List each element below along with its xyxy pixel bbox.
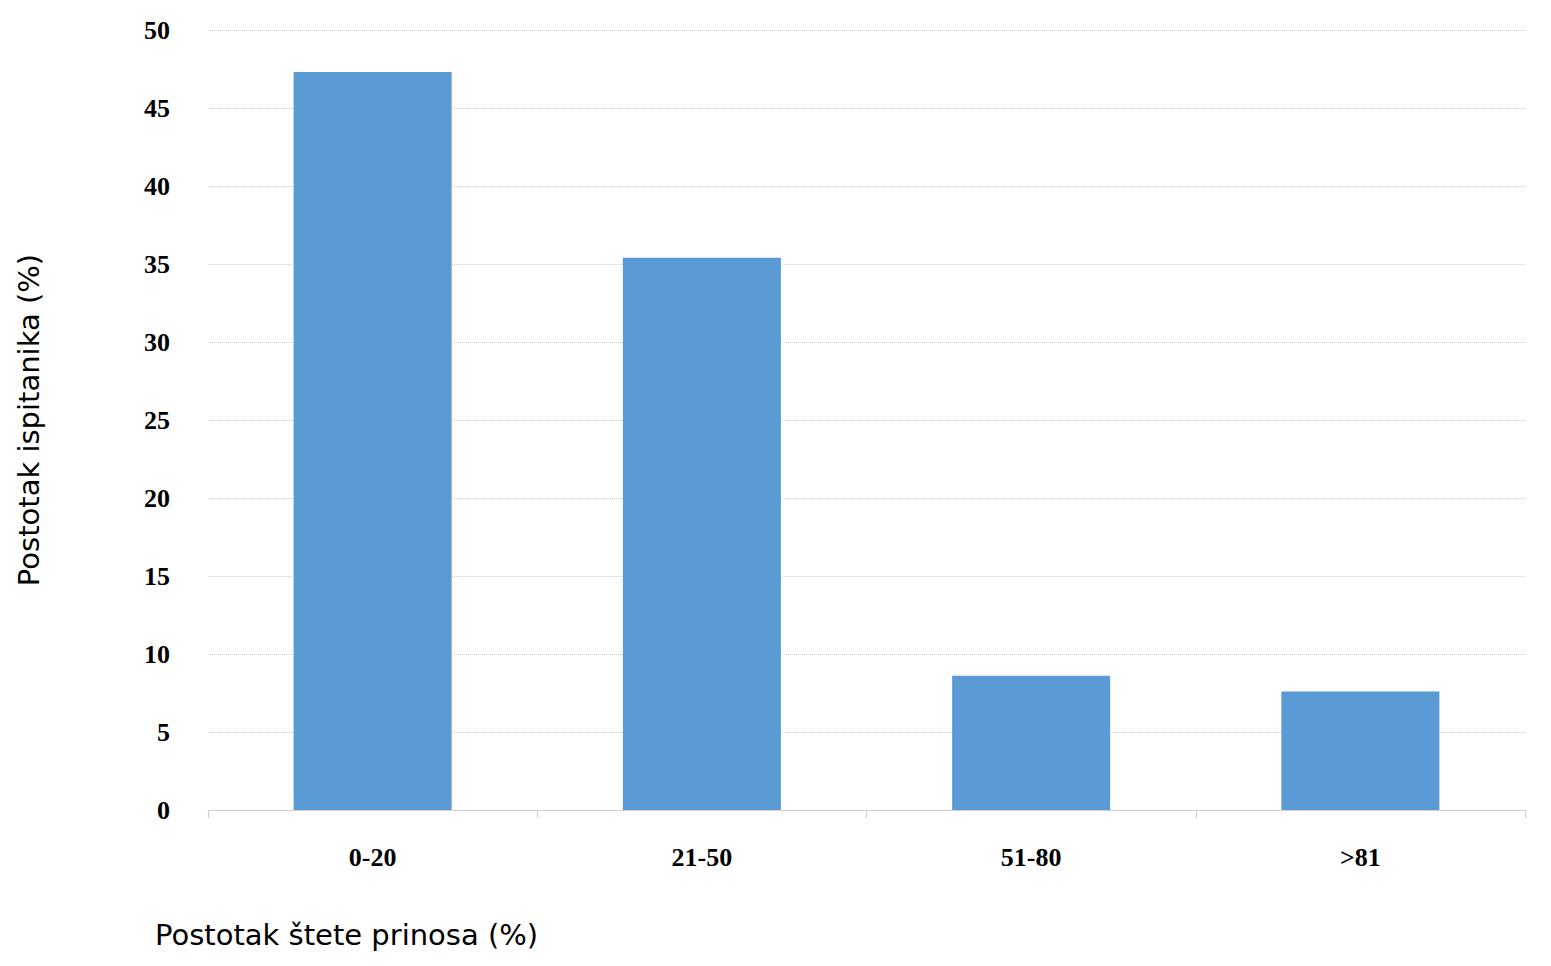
svg-text:30: 30 <box>144 328 170 357</box>
svg-text:0-20: 0-20 <box>349 843 397 872</box>
svg-text:35: 35 <box>144 250 170 279</box>
svg-text:50: 50 <box>144 16 170 45</box>
svg-text:Postotak ispitanika (%): Postotak ispitanika (%) <box>12 254 46 586</box>
svg-text:25: 25 <box>144 406 170 435</box>
svg-text:5: 5 <box>157 718 170 747</box>
svg-text:>81: >81 <box>1340 843 1381 872</box>
svg-text:15: 15 <box>144 562 170 591</box>
svg-text:Postotak štete prinosa (%): Postotak štete prinosa (%) <box>155 918 538 952</box>
svg-text:51-80: 51-80 <box>1001 843 1062 872</box>
svg-text:45: 45 <box>144 94 170 123</box>
svg-text:21-50: 21-50 <box>672 843 733 872</box>
svg-text:20: 20 <box>144 484 170 513</box>
svg-text:0: 0 <box>157 796 170 825</box>
svg-text:40: 40 <box>144 172 170 201</box>
svg-text:10: 10 <box>144 640 170 669</box>
